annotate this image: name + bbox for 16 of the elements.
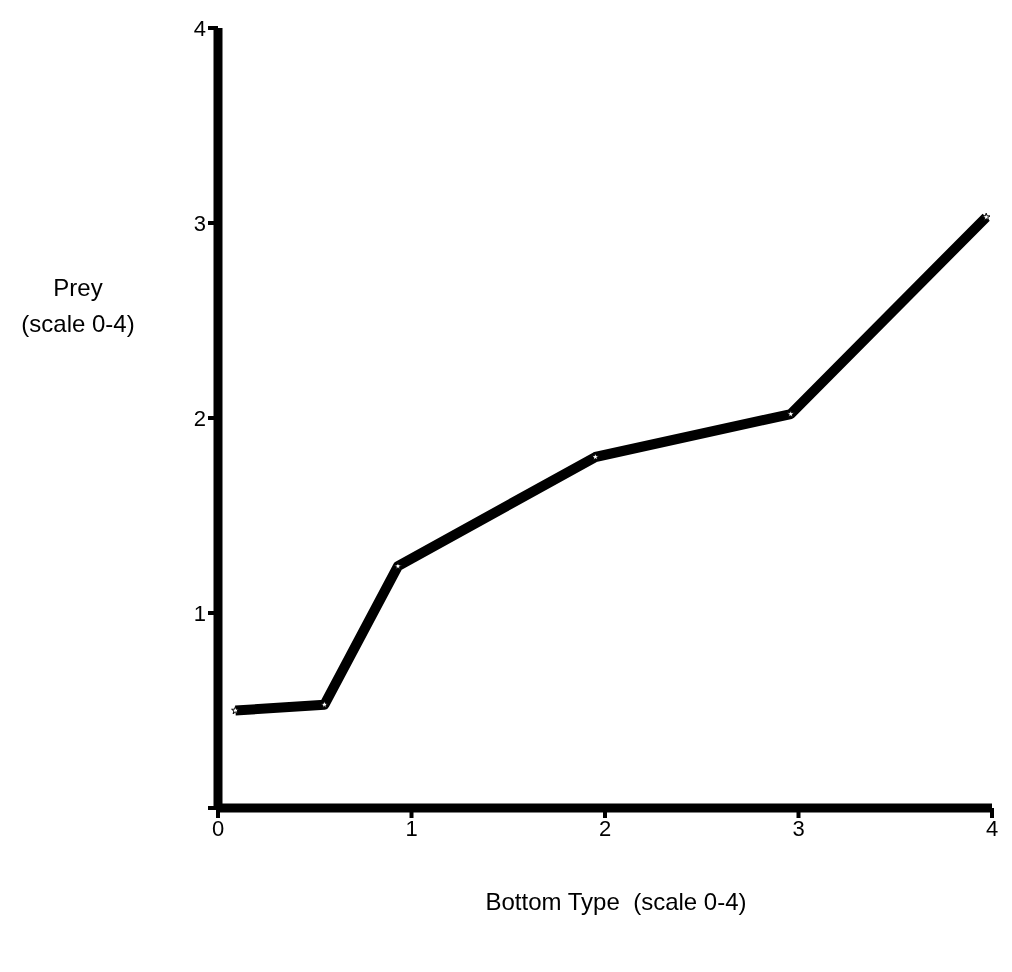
y-tick-label: 4 xyxy=(193,15,206,41)
point xyxy=(393,561,403,570)
point xyxy=(231,706,240,715)
y-tick-label: 2 xyxy=(193,405,206,431)
x-axis-title: Bottom Type (scale 0-4) xyxy=(484,888,748,916)
point xyxy=(786,409,796,418)
x-tick-label: 3 xyxy=(792,815,805,841)
x-tick-label: 4 xyxy=(985,815,999,841)
point xyxy=(981,212,991,221)
x-tick-label: 2 xyxy=(598,815,612,841)
x-tick-label: 0 xyxy=(211,815,225,841)
y-tick-label: 3 xyxy=(193,210,206,236)
y-axis-title: Prey (scale 0-4) xyxy=(20,273,136,339)
x-tick-label: 1 xyxy=(405,815,418,841)
point xyxy=(320,700,329,709)
y-tick-label: 1 xyxy=(193,600,206,626)
